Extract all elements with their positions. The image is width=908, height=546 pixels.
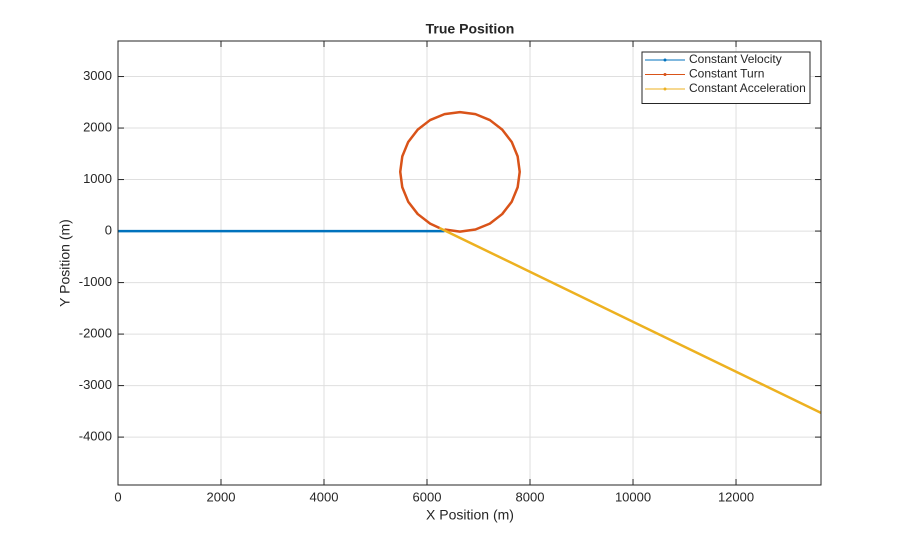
legend-marker (663, 58, 667, 62)
x-tick-label: 10000 (615, 489, 651, 504)
legend-label: Constant Velocity (689, 52, 782, 66)
x-tick-label: 4000 (310, 489, 339, 504)
x-tick-label: 8000 (516, 489, 545, 504)
legend-label: Constant Turn (689, 67, 764, 81)
series-line (398, 110, 521, 233)
x-tick-label: 6000 (413, 489, 442, 504)
y-tick-label: 2000 (83, 119, 112, 134)
y-tick-label: 3000 (83, 68, 112, 83)
y-tick-label: 0 (105, 223, 112, 238)
series-line (438, 226, 821, 415)
y-tick-label: -3000 (79, 377, 112, 392)
x-axis-label: X Position (m) (426, 507, 514, 523)
x-tick-label: 2000 (207, 489, 236, 504)
y-axis-label: Y Position (m) (57, 219, 73, 307)
y-tick-label: -2000 (79, 326, 112, 341)
chart-title: True Position (426, 21, 515, 37)
legend-marker (663, 73, 667, 76)
axes-box (117, 40, 822, 486)
plot-area (118, 110, 821, 415)
y-tick-label: 1000 (83, 171, 112, 186)
legend-label: Constant Acceleration (689, 81, 806, 95)
y-tick-label: -1000 (79, 274, 112, 289)
x-tick-label: 0 (114, 489, 121, 504)
legend-marker (663, 87, 667, 91)
x-tick-label: 12000 (718, 489, 754, 504)
legend-box (641, 51, 811, 104)
y-tick-label: -4000 (79, 429, 112, 444)
